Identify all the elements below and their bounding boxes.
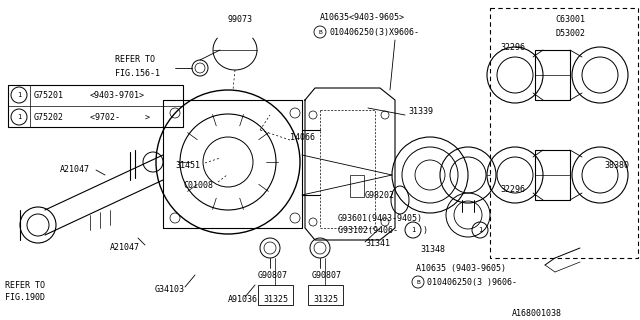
- Bar: [535, 50, 570, 100]
- Text: 1: 1: [17, 92, 21, 98]
- Text: FIG.190D: FIG.190D: [5, 293, 45, 302]
- Text: 38380: 38380: [604, 161, 629, 170]
- Text: A91036: A91036: [228, 295, 258, 305]
- Text: 010406250(3)X9606-: 010406250(3)X9606-: [329, 28, 419, 36]
- Text: 99073: 99073: [227, 15, 253, 25]
- Text: G93601(9403-9405): G93601(9403-9405): [338, 213, 423, 222]
- Text: <9403-9701>: <9403-9701>: [90, 92, 145, 100]
- Bar: [350, 175, 364, 197]
- Text: B: B: [318, 29, 322, 35]
- Text: 31325: 31325: [313, 295, 338, 305]
- Text: D53002: D53002: [555, 29, 585, 38]
- Text: B: B: [416, 279, 420, 284]
- Text: A21047: A21047: [110, 244, 140, 252]
- Text: A10635 (9403-9605): A10635 (9403-9605): [416, 263, 506, 273]
- Text: C63001: C63001: [555, 15, 585, 25]
- Text: G98202: G98202: [365, 190, 395, 199]
- Bar: [490, 8, 638, 258]
- Text: 1: 1: [411, 227, 415, 233]
- Bar: [308, 285, 343, 305]
- Bar: [258, 285, 293, 305]
- Text: <9702-     >: <9702- >: [90, 114, 150, 123]
- Text: G90807: G90807: [258, 270, 288, 279]
- Text: 31339: 31339: [408, 108, 433, 116]
- Text: REFER TO: REFER TO: [5, 281, 45, 290]
- Text: 14066: 14066: [290, 132, 315, 141]
- Text: G34103: G34103: [155, 285, 185, 294]
- Text: 32296: 32296: [500, 186, 525, 195]
- Text: 1: 1: [17, 114, 21, 120]
- Text: REFER TO: REFER TO: [115, 55, 155, 65]
- Text: A10635<9403-9605>: A10635<9403-9605>: [320, 13, 405, 22]
- Bar: [535, 150, 570, 200]
- Text: G90807: G90807: [312, 270, 342, 279]
- Text: 1: 1: [478, 227, 482, 233]
- Text: 31341: 31341: [365, 239, 390, 249]
- Text: G93102(9406-     ): G93102(9406- ): [338, 226, 428, 235]
- Bar: [8, 85, 183, 127]
- Text: 31451: 31451: [175, 161, 200, 170]
- Text: G75201: G75201: [34, 92, 64, 100]
- Text: A21047: A21047: [60, 165, 90, 174]
- Text: C01008: C01008: [183, 180, 213, 189]
- Text: G75202: G75202: [34, 114, 64, 123]
- Text: 32296: 32296: [500, 44, 525, 52]
- Text: 010406250(3 )9606-: 010406250(3 )9606-: [427, 277, 517, 286]
- Text: 31325: 31325: [263, 295, 288, 305]
- Text: 31348: 31348: [420, 245, 445, 254]
- Text: A168001038: A168001038: [512, 308, 562, 317]
- Text: FIG.156-1: FIG.156-1: [115, 68, 160, 77]
